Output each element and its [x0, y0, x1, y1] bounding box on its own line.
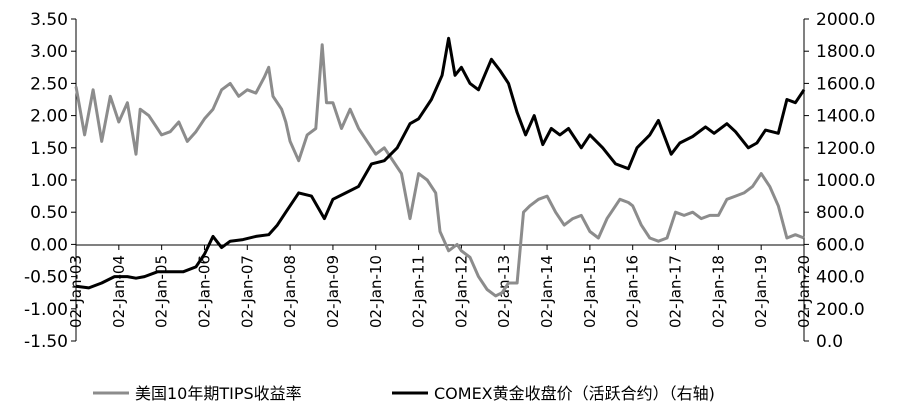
x-tick-label: 02-Jan-17 [667, 255, 685, 328]
left-tick-label: -0.50 [24, 268, 68, 288]
left-tick-label: 0.00 [30, 235, 68, 255]
x-tick-label: 02-Jan-03 [67, 255, 85, 328]
left-tick-label: 1.00 [30, 171, 68, 191]
left-tick-label: -1.50 [24, 332, 68, 352]
right-tick-label: 1000.0 [816, 171, 875, 191]
x-axis: 02-Jan-03 02-Jan-04 02-Jan-05 02-Jan-06 02-J… [67, 244, 813, 328]
left-tick-label: 2.00 [30, 107, 68, 127]
right-tick-label: 800.0 [816, 203, 865, 223]
x-tick-label: 02-Jan-07 [238, 255, 256, 328]
series-line-1 [75, 36, 806, 290]
right-tick-label: 1800.0 [816, 42, 875, 62]
left-tick-label: 3.50 [30, 10, 68, 30]
x-tick-label: 02-Jan-11 [410, 255, 428, 328]
x-tick-label: 02-Jan-14 [538, 255, 556, 328]
x-tick-label: 02-Jan-20 [795, 255, 813, 328]
right-tick-label: 0.0 [816, 332, 843, 352]
left-tick-label: 2.50 [30, 74, 68, 94]
right-y-axis: 2000.0 1800.0 1600.0 1400.0 1200.0 1000.0 800.… [803, 10, 875, 352]
x-tick-label: 02-Jan-05 [153, 255, 171, 328]
legend-label-0: 美国10年期TIPS收益率 [135, 384, 302, 403]
right-tick-label: 1200.0 [816, 139, 875, 159]
x-tick-label: 02-Jan-19 [752, 255, 770, 328]
right-tick-label: 200.0 [816, 300, 865, 320]
right-tick-label: 1400.0 [816, 107, 875, 127]
x-tick-label: 02-Jan-06 [195, 255, 213, 328]
series-lines [74, 36, 806, 298]
right-tick-label: 2000.0 [816, 10, 875, 30]
legend: 美国10年期TIPS收益率 COMEX黄金收盘价（活跃合约）（右轴) [93, 384, 715, 403]
left-tick-label: -1.00 [24, 300, 68, 320]
x-tick-label: 02-Jan-16 [624, 255, 642, 328]
x-tick-label: 02-Jan-09 [324, 255, 342, 328]
left-tick-label: 1.50 [30, 139, 68, 159]
left-tick-label: 0.50 [30, 203, 68, 223]
left-y-axis: 3.50 3.00 2.50 2.00 1.50 1.00 0.50 0.00 -0.50 -1.… [24, 10, 77, 352]
right-tick-label: 1600.0 [816, 74, 875, 94]
x-tick-label: 02-Jan-12 [452, 255, 470, 328]
x-tick-label: 02-Jan-18 [709, 255, 727, 328]
x-tick-label: 02-Jan-15 [581, 255, 599, 328]
series-line-0 [74, 43, 805, 298]
x-tick-label: 02-Jan-08 [281, 255, 299, 328]
legend-label-1: COMEX黄金收盘价（活跃合约）（右轴) [434, 384, 715, 403]
x-tick-label: 02-Jan-10 [367, 255, 385, 328]
right-tick-label: 400.0 [816, 268, 865, 288]
left-tick-label: 3.00 [30, 42, 68, 62]
x-tick-label: 02-Jan-04 [110, 255, 128, 328]
right-tick-label: 600.0 [816, 235, 865, 255]
